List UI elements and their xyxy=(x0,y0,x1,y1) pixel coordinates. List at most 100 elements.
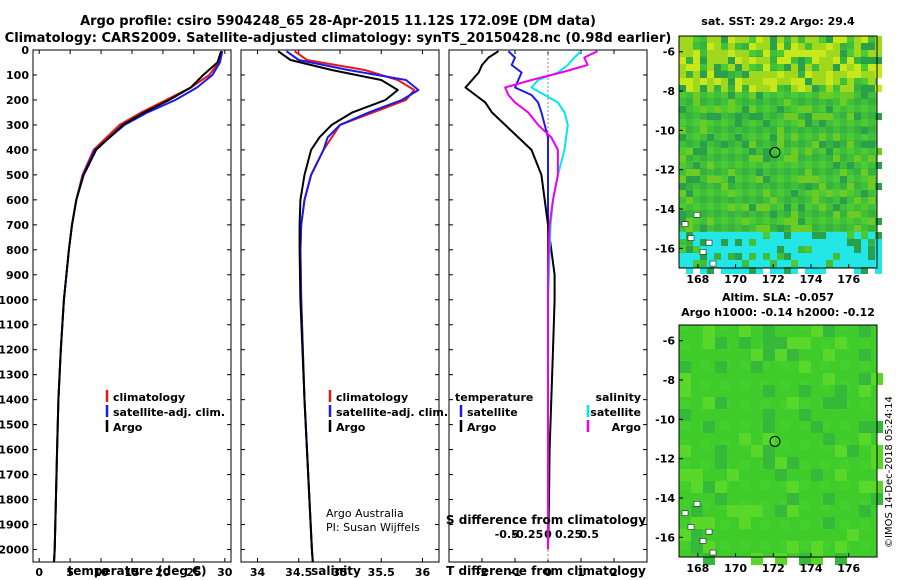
series-line-climatology xyxy=(53,50,223,563)
land-island xyxy=(709,260,717,267)
map-cell xyxy=(833,239,840,246)
series-line-temperature-argo xyxy=(464,50,556,550)
map-cell xyxy=(791,36,798,43)
map-x-tick-label: 176 xyxy=(837,562,860,575)
map-cell xyxy=(686,225,693,232)
map-cell xyxy=(854,64,861,71)
map-cell xyxy=(770,211,777,218)
map-cell xyxy=(751,445,763,457)
map-cell xyxy=(742,239,749,246)
map-x-tick-label: 170 xyxy=(724,273,747,286)
map-cell xyxy=(715,361,727,373)
map-cell xyxy=(812,71,819,78)
map-cell xyxy=(763,148,770,155)
map-cell xyxy=(693,64,700,71)
x-tick-label: 10 xyxy=(93,566,109,579)
map-cell xyxy=(693,92,700,99)
map-cell xyxy=(770,239,777,246)
map-cell xyxy=(835,397,847,409)
map-y-tick-label: -6 xyxy=(663,335,676,348)
map-cell xyxy=(833,232,840,239)
map-cell xyxy=(763,337,775,349)
map-cell xyxy=(868,57,875,64)
map-cell xyxy=(859,325,871,337)
map-cell xyxy=(835,445,847,457)
map-cell xyxy=(739,433,751,445)
map-cell xyxy=(721,57,728,64)
map-cell xyxy=(679,155,686,162)
map-cell xyxy=(861,36,868,43)
map-cell xyxy=(798,260,805,267)
map-cell xyxy=(819,239,826,246)
map-cell xyxy=(826,148,833,155)
map-cell xyxy=(819,204,826,211)
map-cell xyxy=(742,253,749,260)
temperature-panel: 0100200300400500600700800900100011001200… xyxy=(0,44,233,579)
map-cell xyxy=(763,385,775,397)
map-cell xyxy=(868,155,875,162)
map-y-tick-label: -12 xyxy=(655,453,675,466)
map-cell xyxy=(686,197,693,204)
x-tick-label: 5 xyxy=(66,566,74,579)
map-cell xyxy=(819,50,826,57)
map-cell xyxy=(715,445,727,457)
map-cell xyxy=(812,239,819,246)
map-cell xyxy=(721,71,728,78)
map-cell xyxy=(787,397,799,409)
map-cell xyxy=(868,232,875,239)
map-cell xyxy=(805,78,812,85)
map-cell xyxy=(805,50,812,57)
map-cell xyxy=(812,43,819,50)
map-cell xyxy=(823,493,835,505)
map-cell xyxy=(854,267,861,274)
map-cell xyxy=(819,113,826,120)
map-cell xyxy=(784,267,791,274)
credit-pi: PI: Susan Wijffels xyxy=(326,521,420,534)
map-cell xyxy=(847,183,854,190)
land-island xyxy=(681,510,689,516)
map-cell xyxy=(791,239,798,246)
map-cell xyxy=(707,267,714,274)
map-cell xyxy=(811,541,823,553)
map-cell xyxy=(875,85,882,92)
map-cell xyxy=(693,253,700,260)
land-island xyxy=(693,501,701,507)
map-cell xyxy=(735,260,742,267)
map-cell xyxy=(835,541,847,553)
map-cell xyxy=(686,148,693,155)
map-cell xyxy=(700,78,707,85)
map-cell xyxy=(805,106,812,113)
map-cell xyxy=(728,260,735,267)
y-tick-label: 1300 xyxy=(0,369,29,382)
map-cell xyxy=(707,71,714,78)
map-cell xyxy=(784,57,791,64)
map-cell xyxy=(727,469,739,481)
map-cell xyxy=(861,190,868,197)
map-cell xyxy=(679,43,686,50)
map-cell xyxy=(707,218,714,225)
x-tick-label: 36 xyxy=(415,566,431,579)
map-cell xyxy=(840,92,847,99)
y-tick-label: 800 xyxy=(6,244,29,257)
map-cell xyxy=(756,78,763,85)
map-cell xyxy=(679,36,686,43)
x-tick-label: 34 xyxy=(250,566,266,579)
map-cell xyxy=(847,211,854,218)
map-x-tick-label: 168 xyxy=(686,273,709,286)
map-cell xyxy=(819,78,826,85)
map-cell xyxy=(728,50,735,57)
map-cell xyxy=(868,253,875,260)
map-cell xyxy=(791,148,798,155)
map-cell xyxy=(805,113,812,120)
map-cell xyxy=(840,71,847,78)
map-cell xyxy=(798,50,805,57)
map-cell xyxy=(763,190,770,197)
map-cell xyxy=(868,141,875,148)
map-cell xyxy=(861,267,868,274)
map-cell xyxy=(854,253,861,260)
map-cell xyxy=(854,246,861,253)
map-cell xyxy=(714,176,721,183)
map-cell xyxy=(742,36,749,43)
map-cell xyxy=(714,50,721,57)
